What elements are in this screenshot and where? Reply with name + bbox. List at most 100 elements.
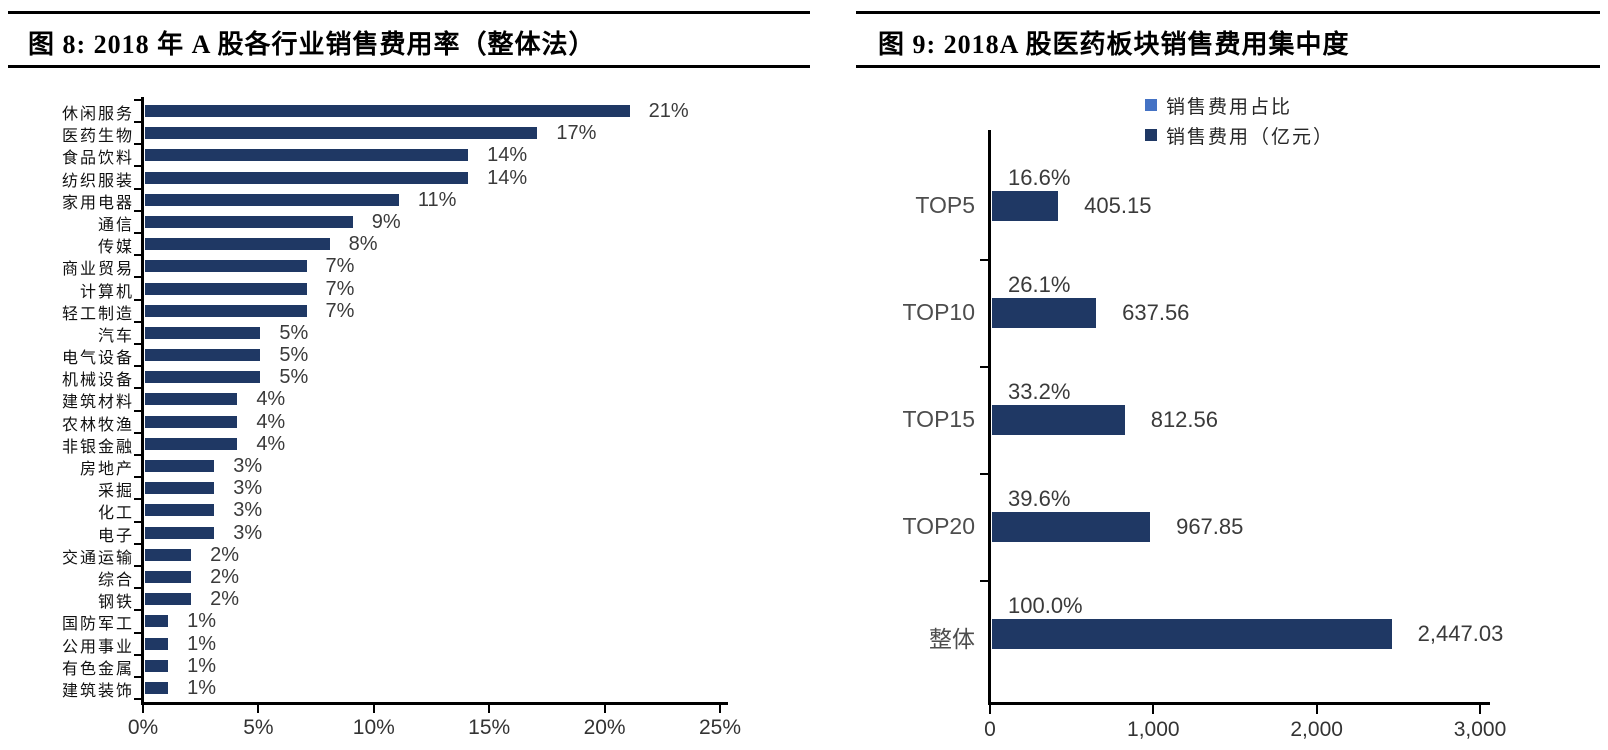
figure8-category-label: 休闲服务 <box>61 106 134 123</box>
figure8-y-tick <box>134 320 142 323</box>
figure8-bar <box>145 504 215 517</box>
figure9-category-label: 整体 <box>929 626 975 652</box>
figure8-y-tick <box>134 232 142 235</box>
figure8-category-label: 建筑装饰 <box>61 682 134 700</box>
figure8-value-label: 2% <box>210 566 240 589</box>
figure8-bar <box>145 215 353 228</box>
figure8-bar <box>145 282 307 295</box>
figure8-x-tick-label: 5% <box>243 716 274 739</box>
figure8-category-label: 采掘 <box>97 483 134 501</box>
figure8-y-tick <box>134 387 142 390</box>
figure8-x-tick-label: 10% <box>352 716 395 739</box>
figure8-category-label: 国防军工 <box>61 616 134 634</box>
figure8-value-label: 7% <box>325 255 355 278</box>
figure9-value-label: 967.85 <box>1176 514 1244 539</box>
figure9-category-label: TOP10 <box>902 299 975 325</box>
figure9-x-tick-label: 2,000 <box>1290 718 1343 741</box>
figure8-value-label: 3% <box>233 455 263 478</box>
figure8-category-label: 房地产 <box>79 461 134 479</box>
figure9-x-tick <box>1479 705 1481 714</box>
figure8-value-label: 5% <box>279 366 309 389</box>
figure8-category-label: 机械设备 <box>61 372 134 390</box>
figure8-value-label: 3% <box>233 499 263 522</box>
figure8-bar <box>145 437 238 450</box>
figure8-y-tick <box>134 343 142 346</box>
figure8-bar <box>145 615 169 628</box>
figure8-bar <box>145 659 169 672</box>
figure8-value-label: 1% <box>187 610 216 633</box>
figure8-value-label: 3% <box>233 477 263 500</box>
figure8-category-label: 非银金融 <box>61 438 134 456</box>
figure8-value-label: 2% <box>210 588 240 611</box>
figure8-y-tick <box>134 498 142 501</box>
figure9-category-label: TOP15 <box>902 406 975 432</box>
figure8-x-tick <box>372 705 375 713</box>
figure9-category-label: TOP5 <box>915 192 975 218</box>
figure8-bar <box>145 482 215 495</box>
figure8-y-tick <box>134 254 142 257</box>
figure9-bar <box>992 512 1151 542</box>
figure8-y-tick <box>134 121 142 124</box>
figure8-bar <box>145 149 469 162</box>
legend-item-sales-expense-amount: 销售费用（亿元） <box>1145 120 1334 150</box>
figure8-value-label: 5% <box>279 321 309 344</box>
figure8-y-tick <box>134 564 142 567</box>
figure9-legend: 销售费用占比 销售费用（亿元） <box>1145 90 1334 150</box>
figure8-chart: 休闲服务 21% 医药生物 17% 食品饮料 14% 纺织服装 14% 家用电器 11% 通信 9% 传… <box>61 97 742 739</box>
figure8-y-axis <box>141 97 144 705</box>
figure9-bar <box>992 619 1392 649</box>
figure8-y-tick <box>134 409 142 412</box>
figure8-y-tick <box>134 98 142 101</box>
figure8-y-tick <box>134 187 142 190</box>
figure9-percent-label: 39.6% <box>1008 486 1071 511</box>
figure8-category-label: 交通运输 <box>61 549 134 567</box>
figure8-bar <box>145 127 538 140</box>
figure8-bar <box>145 526 215 539</box>
legend-label-sales-expense-amount: 销售费用（亿元） <box>1166 126 1335 148</box>
figure8-category-label: 汽车 <box>97 327 134 345</box>
figure9-value-label: 405.15 <box>1084 193 1152 218</box>
figure8-value-label: 14% <box>487 144 528 167</box>
figure8-bar <box>145 415 238 428</box>
figure9-y-tick <box>980 365 989 368</box>
figure8-y-tick <box>134 520 142 523</box>
figure8-bar <box>145 304 307 317</box>
figure8-y-tick <box>134 298 142 301</box>
figure8-value-label: 4% <box>256 388 286 411</box>
figure8-value-label: 2% <box>210 543 240 566</box>
figure8-category-label: 综合 <box>97 572 134 590</box>
figure8-bar <box>145 326 261 339</box>
figure8-value-label: 21% <box>648 100 689 122</box>
figure9-top-rule <box>856 11 1600 14</box>
figure8-x-axis <box>141 702 728 705</box>
figure8-category-label: 食品饮料 <box>61 150 134 168</box>
figure9-bottom-rule <box>856 65 1600 68</box>
figure8-category-label: 农林牧渔 <box>61 416 134 434</box>
figure8-bar <box>145 371 261 384</box>
figure8-value-label: 17% <box>556 122 597 145</box>
figure8-x-tick <box>257 705 260 713</box>
figure8-x-tick-label: 25% <box>698 716 742 739</box>
figure8-value-label: 7% <box>325 277 355 300</box>
figure8-y-tick <box>134 365 142 368</box>
figure8-category-label: 家用电器 <box>61 194 134 212</box>
figure8-y-tick <box>134 276 142 279</box>
figure8-category-label: 计算机 <box>79 283 134 301</box>
figure9-x-tick-label: 1,000 <box>1127 718 1180 741</box>
figure8-value-label: 8% <box>348 233 378 256</box>
figure8-y-tick <box>134 209 142 212</box>
figure8-bar <box>145 571 192 584</box>
figure9-category-label: TOP20 <box>902 513 975 539</box>
figure8-bar <box>145 349 261 362</box>
figure8-y-tick <box>134 476 142 479</box>
figure8-value-label: 5% <box>279 344 309 367</box>
figure8-category-label: 纺织服装 <box>61 172 134 190</box>
figure9-bar <box>992 405 1125 435</box>
figure8-category-label: 轻工制造 <box>61 305 134 323</box>
figure8-value-label: 1% <box>187 676 216 699</box>
figure8-y-tick <box>134 698 142 701</box>
figure9-y-tick <box>980 258 989 261</box>
figure9-value-label: 637.56 <box>1122 300 1190 325</box>
